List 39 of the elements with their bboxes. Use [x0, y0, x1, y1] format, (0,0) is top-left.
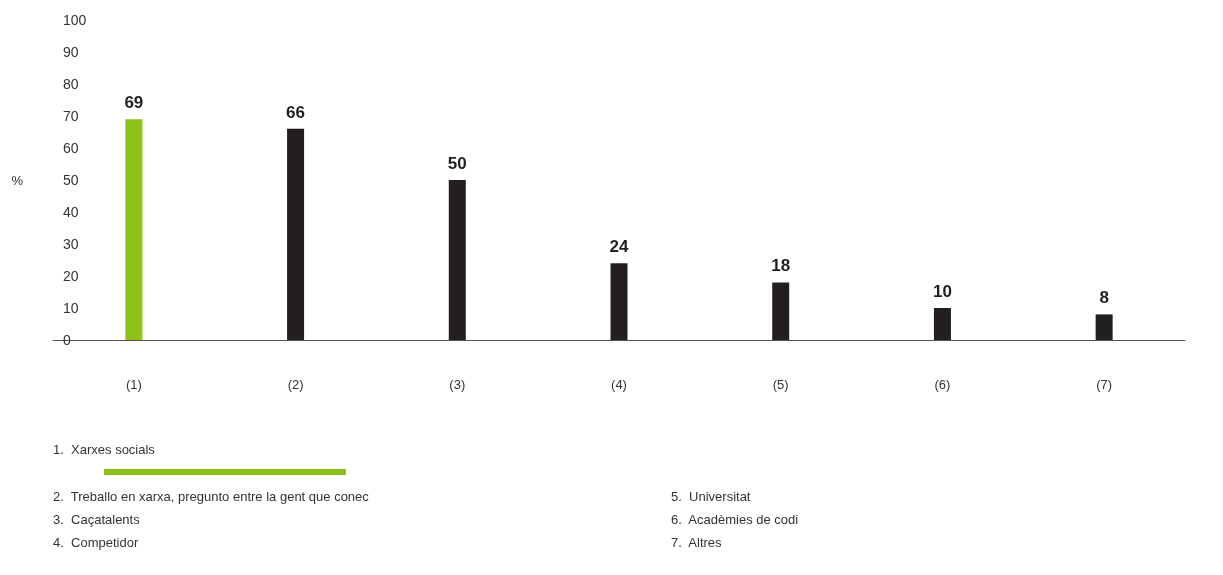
bar [448, 180, 466, 340]
text: 1. Xarxes socials [53, 442, 156, 457]
y-tick-label: 70 [63, 108, 79, 124]
bar [933, 308, 951, 340]
y-tick-label: 50 [63, 172, 79, 188]
text: 7. Altres [671, 535, 723, 550]
text: 4. Competidor [53, 535, 139, 550]
y-tick-label: 90 [63, 44, 79, 60]
y-tick-label: 60 [63, 140, 79, 156]
text: 5. Universitat [671, 489, 751, 504]
data-label: 8 [1099, 288, 1109, 308]
bar [772, 282, 790, 340]
data-label: 18 [771, 256, 791, 276]
text: 3. Caçatalents [53, 512, 141, 527]
data-label: 50 [447, 154, 467, 173]
y-tick-label: 30 [63, 236, 79, 252]
y-tick-label: 100 [63, 12, 87, 28]
y-axis-title: % [11, 172, 24, 188]
bar [125, 119, 143, 340]
data-label: 10 [932, 282, 952, 301]
text: 2. Treballo en xarxa, pregunto entre la gent que conec [53, 489, 370, 504]
bar [287, 128, 305, 340]
bar [610, 263, 628, 340]
text: 6. Acadèmies de codi [671, 512, 799, 527]
data-label: 69 [124, 93, 144, 113]
x-tick-label: (6) [934, 377, 951, 392]
x-tick-label: (5) [772, 377, 789, 392]
y-tick-label: 40 [63, 204, 79, 220]
bar [1095, 314, 1113, 340]
data-label: 24 [609, 237, 629, 257]
x-tick-label: (2) [287, 377, 304, 392]
y-tick-label: 10 [63, 300, 79, 316]
x-tick-label: (3) [449, 377, 466, 392]
x-tick-label: (4) [611, 377, 627, 392]
y-tick-label: 20 [63, 268, 79, 284]
x-tick-label: (7) [1096, 377, 1113, 392]
data-label: 66 [286, 102, 306, 122]
x-tick-label: (1) [125, 377, 142, 392]
y-tick-label: 80 [63, 76, 79, 92]
